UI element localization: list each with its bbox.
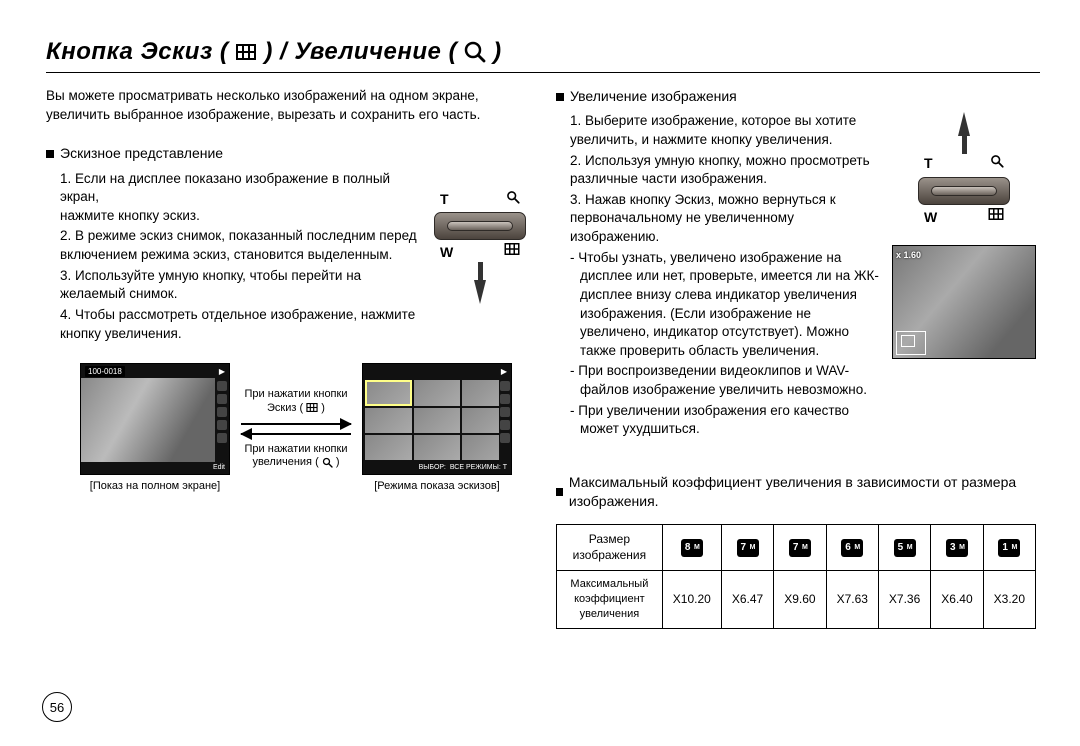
title-part1: Кнопка Эскиз (: [46, 38, 228, 66]
toggle-T: T: [924, 154, 933, 173]
r-step-2: 2. Используя умную кнопку, можно просмот…: [570, 152, 882, 189]
factor-cell: X3.20: [983, 570, 1035, 629]
r-step-3: 3. Нажав кнопку Эскиз, можно вернуться к…: [570, 191, 882, 247]
zoom-table: Размер изображения 8 7 7 6 5 3 1 Максима…: [556, 524, 1036, 630]
r-step-1: 1. Выберите изображение, которое вы хоти…: [570, 112, 882, 149]
step-1: 1. Если на дисплее показано изображение …: [60, 170, 424, 226]
bullet-icon: [556, 488, 563, 496]
table-heading: Максимальный коэффициент увеличения в за…: [569, 473, 1036, 512]
factor-cell: X6.47: [721, 570, 773, 629]
left-subhead: Эскизное представление: [46, 144, 526, 163]
step-4: 4. Чтобы рассмотреть отдельное изображен…: [60, 306, 424, 343]
zoomed-preview: x 1.60: [892, 245, 1036, 359]
play-icon: ▶: [501, 366, 507, 377]
right-heading: Увеличение изображения: [570, 87, 737, 106]
screenshot-full: 100-0018 ▶ Edit: [80, 363, 230, 475]
file-badge: 100-0018: [85, 366, 125, 377]
dash-2: - При воспроизведении видеоклипов и WAV-…: [556, 362, 882, 399]
play-icon: ▶: [219, 366, 225, 377]
magnifier-icon: [506, 190, 520, 209]
screenshot-grid: ▶ ВЫБОР: ВСЕ РЕЖИМЫ: T: [362, 363, 512, 475]
screenshot-comparison: 100-0018▶ Edit [Показ на полном экране] …: [46, 363, 526, 494]
zoom-toggle-graphic-right: T W: [918, 112, 1010, 227]
arrow-right-icon: [241, 423, 351, 425]
step-2: 2. В режиме эскиз снимок, показанный пос…: [60, 227, 424, 264]
dash-1: - Чтобы узнать, увеличено изображение на…: [556, 249, 882, 361]
thumbnail-icon: [504, 243, 520, 262]
right-steps: 1. Выберите изображение, которое вы хоти…: [556, 112, 882, 246]
left-column: Вы можете просматривать несколько изобра…: [46, 87, 526, 629]
zoom-photo-block: x 1.60: [892, 245, 1036, 359]
size-badge: 1: [998, 539, 1020, 557]
step-3: 3. Используйте умную кнопку, чтобы перей…: [60, 267, 424, 304]
bullet-icon: [556, 93, 564, 101]
size-badge: 5: [894, 539, 916, 557]
table-row: Максимальный коэффициент увеличения X10.…: [557, 570, 1036, 629]
toggle-W: W: [924, 208, 937, 227]
caption-grid: [Режима показа эскизов]: [362, 479, 512, 494]
factor-cell: X7.63: [826, 570, 878, 629]
magnifier-icon: [322, 457, 333, 468]
thumbnail-icon: [988, 208, 1004, 227]
page-number: 56: [42, 692, 72, 722]
toggle-W: W: [440, 243, 453, 262]
size-badge: 3: [946, 539, 968, 557]
title-part3: ): [493, 38, 502, 66]
magnifier-icon: [461, 41, 489, 63]
bullet-icon: [46, 150, 54, 158]
toggle-button: [918, 177, 1010, 205]
nav-rect: [896, 331, 926, 355]
arrow-down-icon: [474, 262, 486, 304]
zoom-label: x 1.60: [896, 249, 921, 261]
screenshot-full-wrap: 100-0018 ▶ Edit [Показ на полном экране]: [80, 363, 230, 494]
toggle-T: T: [440, 190, 449, 209]
size-badge: 6: [841, 539, 863, 557]
factor-cell: X9.60: [774, 570, 826, 629]
title-part2: ) / Увеличение (: [264, 38, 457, 66]
factor-cell: X6.40: [931, 570, 983, 629]
size-badge: 7: [789, 539, 811, 557]
dash-3: - При увеличении изображения его качеств…: [556, 402, 882, 439]
arrow-left-icon: [241, 433, 351, 435]
size-badge: 8: [681, 539, 703, 557]
arrow-labels: При нажатии кнопки Эскиз ( ) При нажатии…: [236, 388, 356, 469]
magnifier-icon: [990, 154, 1004, 173]
factor-cell: X10.20: [662, 570, 721, 629]
left-steps: 1. Если на дисплее показано изображение …: [46, 170, 424, 346]
intro-text: Вы можете просматривать несколько изобра…: [46, 87, 526, 124]
size-badge: 7: [737, 539, 759, 557]
row2-label: Максимальный коэффициент увеличения: [557, 570, 663, 629]
left-heading: Эскизное представление: [60, 144, 223, 163]
right-column: Увеличение изображения 1. Выберите изобр…: [556, 87, 1036, 629]
row1-label: Размер изображения: [557, 524, 663, 570]
toggle-button: [434, 212, 526, 240]
screenshot-grid-wrap: ▶ ВЫБОР: ВСЕ РЕЖИМЫ: T [Режима показа эск…: [362, 363, 512, 494]
thumbnail-icon: [232, 41, 260, 63]
right-subhead: Увеличение изображения: [556, 87, 1036, 106]
zoom-toggle-graphic-left: T W: [434, 190, 526, 305]
edit-label: Edit: [213, 463, 225, 473]
grid-bot-left: ВЫБОР:: [419, 463, 446, 473]
table-row: Размер изображения 8 7 7 6 5 3 1: [557, 524, 1036, 570]
table-subhead: Максимальный коэффициент увеличения в за…: [556, 473, 1036, 512]
page-title: Кнопка Эскиз ( ) / Увеличение ( ): [46, 38, 1040, 73]
factor-cell: X7.36: [878, 570, 930, 629]
arrow-up-icon: [958, 112, 970, 154]
grid-bot-right: ВСЕ РЕЖИМЫ: T: [450, 463, 507, 473]
thumbnail-icon: [306, 403, 318, 412]
caption-full: [Показ на полном экране]: [80, 479, 230, 494]
